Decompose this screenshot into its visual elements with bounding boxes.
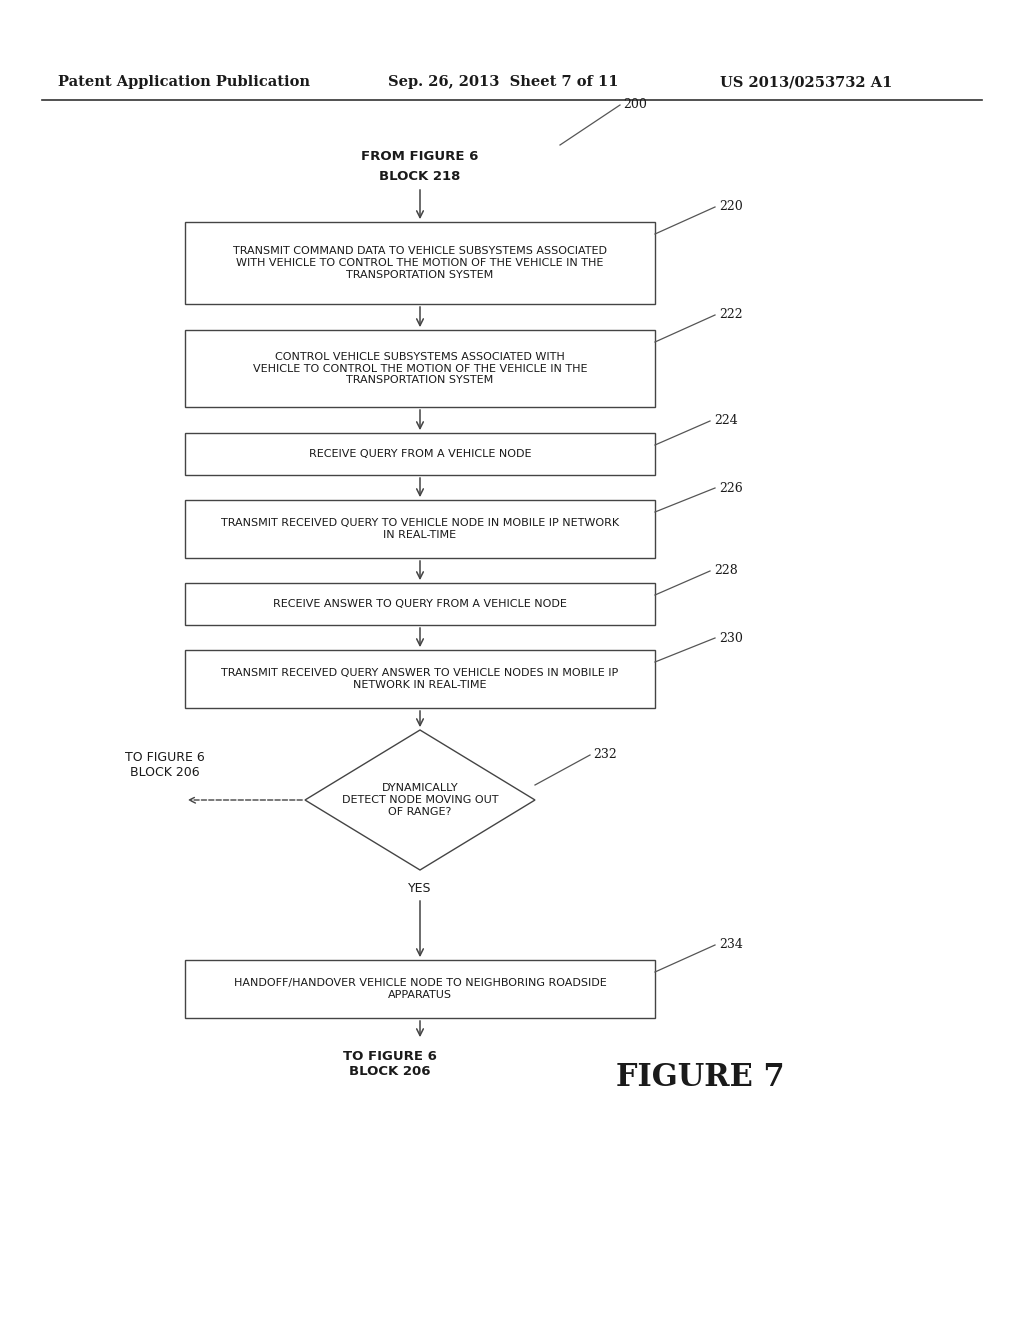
- Text: 220: 220: [719, 201, 742, 214]
- Text: 232: 232: [593, 748, 616, 762]
- Text: Patent Application Publication: Patent Application Publication: [58, 75, 310, 88]
- Text: TO FIGURE 6
BLOCK 206: TO FIGURE 6 BLOCK 206: [125, 751, 205, 779]
- Text: 228: 228: [714, 565, 737, 578]
- Text: FROM FIGURE 6: FROM FIGURE 6: [361, 150, 478, 164]
- Text: TO FIGURE 6
BLOCK 206: TO FIGURE 6 BLOCK 206: [343, 1049, 437, 1078]
- Text: FIGURE 7: FIGURE 7: [615, 1063, 784, 1093]
- Text: TRANSMIT COMMAND DATA TO VEHICLE SUBSYSTEMS ASSOCIATED
WITH VEHICLE TO CONTROL T: TRANSMIT COMMAND DATA TO VEHICLE SUBSYST…: [233, 247, 607, 280]
- Text: 230: 230: [719, 631, 742, 644]
- Text: YES: YES: [409, 882, 432, 895]
- Text: Sep. 26, 2013  Sheet 7 of 11: Sep. 26, 2013 Sheet 7 of 11: [388, 75, 618, 88]
- Bar: [185, 222, 655, 304]
- Text: RECEIVE QUERY FROM A VEHICLE NODE: RECEIVE QUERY FROM A VEHICLE NODE: [309, 449, 531, 459]
- Text: DYNAMICALLY
DETECT NODE MOVING OUT
OF RANGE?: DYNAMICALLY DETECT NODE MOVING OUT OF RA…: [342, 783, 499, 817]
- Text: 222: 222: [719, 309, 742, 322]
- Text: 226: 226: [719, 482, 742, 495]
- Text: US 2013/0253732 A1: US 2013/0253732 A1: [720, 75, 892, 88]
- Bar: [185, 649, 655, 708]
- Text: BLOCK 218: BLOCK 218: [379, 170, 461, 183]
- Bar: [185, 500, 655, 558]
- Text: TRANSMIT RECEIVED QUERY TO VEHICLE NODE IN MOBILE IP NETWORK
IN REAL-TIME: TRANSMIT RECEIVED QUERY TO VEHICLE NODE …: [221, 519, 620, 540]
- Text: HANDOFF/HANDOVER VEHICLE NODE TO NEIGHBORING ROADSIDE
APPARATUS: HANDOFF/HANDOVER VEHICLE NODE TO NEIGHBO…: [233, 978, 606, 999]
- Bar: [185, 583, 655, 624]
- Bar: [185, 433, 655, 475]
- Text: 234: 234: [719, 939, 742, 952]
- Text: 200: 200: [623, 99, 647, 111]
- Bar: [185, 330, 655, 407]
- Text: CONTROL VEHICLE SUBSYSTEMS ASSOCIATED WITH
VEHICLE TO CONTROL THE MOTION OF THE : CONTROL VEHICLE SUBSYSTEMS ASSOCIATED WI…: [253, 352, 587, 385]
- Bar: [185, 960, 655, 1018]
- Text: TRANSMIT RECEIVED QUERY ANSWER TO VEHICLE NODES IN MOBILE IP
NETWORK IN REAL-TIM: TRANSMIT RECEIVED QUERY ANSWER TO VEHICL…: [221, 668, 618, 690]
- Text: RECEIVE ANSWER TO QUERY FROM A VEHICLE NODE: RECEIVE ANSWER TO QUERY FROM A VEHICLE N…: [273, 599, 567, 609]
- Text: 224: 224: [714, 414, 737, 428]
